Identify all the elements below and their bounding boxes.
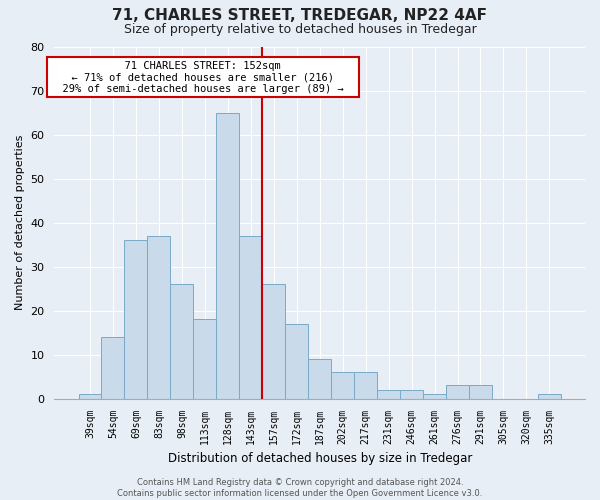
X-axis label: Distribution of detached houses by size in Tredegar: Distribution of detached houses by size … bbox=[167, 452, 472, 465]
Bar bbox=[217, 112, 239, 399]
Text: 71, CHARLES STREET, TREDEGAR, NP22 4AF: 71, CHARLES STREET, TREDEGAR, NP22 4AF bbox=[113, 8, 487, 22]
Bar bbox=[423, 394, 446, 398]
Text: 71 CHARLES STREET: 152sqm  
  ← 71% of detached houses are smaller (216)  
  29%: 71 CHARLES STREET: 152sqm ← 71% of detac… bbox=[50, 60, 356, 94]
Bar bbox=[354, 372, 377, 398]
Bar bbox=[101, 337, 124, 398]
Bar bbox=[285, 324, 308, 398]
Bar bbox=[538, 394, 561, 398]
Y-axis label: Number of detached properties: Number of detached properties bbox=[15, 135, 25, 310]
Bar bbox=[79, 394, 101, 398]
Bar bbox=[331, 372, 354, 398]
Bar bbox=[400, 390, 423, 398]
Bar bbox=[124, 240, 148, 398]
Bar bbox=[148, 236, 170, 398]
Bar bbox=[446, 386, 469, 398]
Text: Contains HM Land Registry data © Crown copyright and database right 2024.
Contai: Contains HM Land Registry data © Crown c… bbox=[118, 478, 482, 498]
Bar bbox=[170, 284, 193, 399]
Bar bbox=[262, 284, 285, 399]
Text: Size of property relative to detached houses in Tredegar: Size of property relative to detached ho… bbox=[124, 22, 476, 36]
Bar bbox=[239, 236, 262, 398]
Bar bbox=[377, 390, 400, 398]
Bar bbox=[308, 359, 331, 399]
Bar bbox=[193, 320, 217, 398]
Bar bbox=[469, 386, 492, 398]
